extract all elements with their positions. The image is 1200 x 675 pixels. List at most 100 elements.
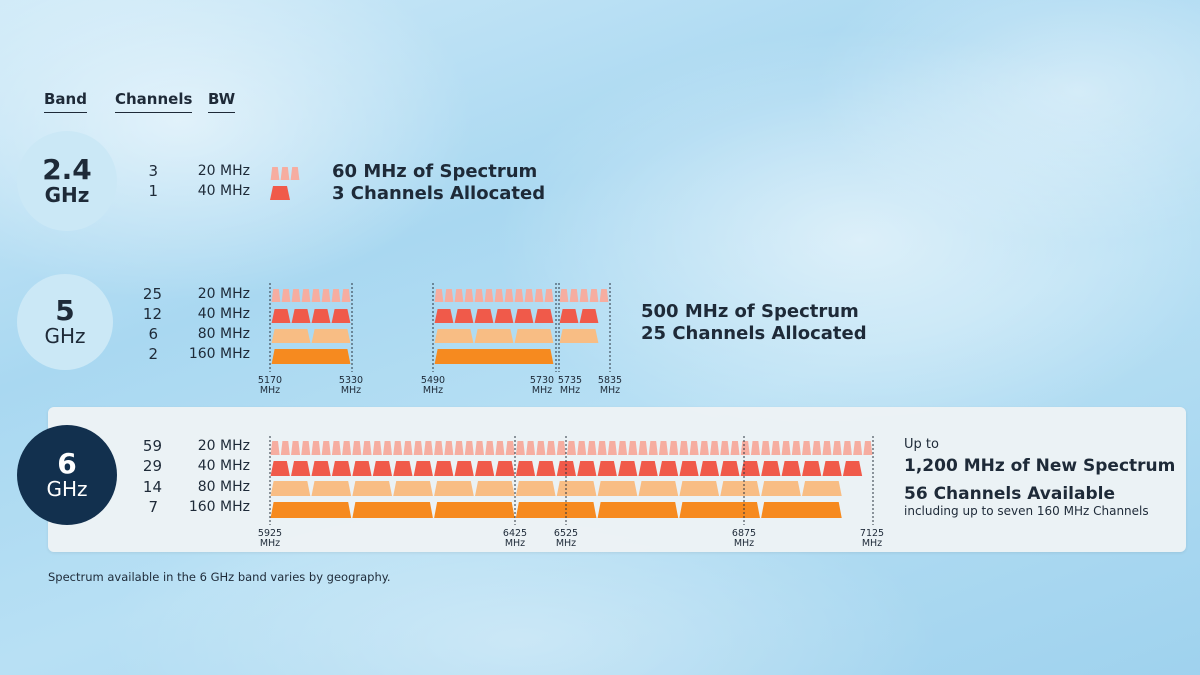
channel-20mhz xyxy=(311,289,321,302)
bw-label: 40 MHz xyxy=(197,306,250,322)
band-2-4-summary: 60 MHz of Spectrum 3 Channels Allocated xyxy=(332,161,546,204)
channel-20mhz xyxy=(280,441,290,455)
channel-160mhz xyxy=(434,349,554,364)
channel-40mhz xyxy=(658,461,679,476)
channel-20mhz xyxy=(464,441,474,455)
band-5-circle: 5 GHz xyxy=(17,274,113,370)
channel-20mhz xyxy=(569,289,579,302)
bw-label: 40 MHz xyxy=(197,458,250,474)
channel-20mhz xyxy=(484,289,494,302)
channel-20mhz xyxy=(699,441,709,455)
channel-20mhz xyxy=(504,289,514,302)
channel-20mhz xyxy=(720,441,730,455)
channel-160mhz xyxy=(270,502,352,518)
channel-20mhz xyxy=(494,289,504,302)
channel-20mhz xyxy=(475,441,485,455)
channel-20mhz xyxy=(526,441,536,455)
band-unit: GHz xyxy=(46,477,88,501)
band-unit: GHz xyxy=(44,324,86,348)
channel-160mhz xyxy=(515,502,597,518)
channel-count: 2 xyxy=(148,345,158,363)
channel-40mhz xyxy=(474,309,494,323)
channel-40mhz xyxy=(311,461,331,476)
channel-20mhz xyxy=(301,441,311,455)
channel-40mhz xyxy=(761,461,781,476)
freq-label: 5170 MHz xyxy=(257,375,283,396)
channel-40mhz xyxy=(679,461,699,476)
channel-20mhz xyxy=(434,441,444,455)
channel-count: 7 xyxy=(148,498,158,516)
channel-20mhz xyxy=(679,441,689,455)
channel-count: 1 xyxy=(148,182,158,200)
channel-40mhz xyxy=(311,309,331,323)
channel-20mhz xyxy=(556,441,566,455)
channel-20mhz xyxy=(321,289,331,302)
channel-20mhz xyxy=(271,289,281,302)
channel-20mhz xyxy=(270,167,280,180)
channel-20mhz xyxy=(546,441,556,455)
channel-20mhz xyxy=(658,441,668,455)
channel-40mhz xyxy=(559,309,579,323)
channel-40mhz xyxy=(434,309,454,323)
bw-label: 80 MHz xyxy=(197,479,250,495)
channel-20mhz xyxy=(628,441,638,455)
band-unit: GHz xyxy=(44,183,90,207)
channel-40mhz xyxy=(454,461,474,476)
channel-20mhz xyxy=(832,441,842,455)
freq-label: 5730 MHz xyxy=(529,375,555,396)
bw-label: 20 MHz xyxy=(197,286,250,302)
channel-40mhz xyxy=(454,309,474,323)
channel-20mhz xyxy=(579,289,589,302)
channel-80mhz xyxy=(597,481,638,496)
channel-80mhz xyxy=(559,329,599,343)
channel-20mhz xyxy=(505,441,515,455)
channel-20mhz xyxy=(536,441,546,455)
channel-40mhz xyxy=(781,461,801,476)
channel-20mhz xyxy=(669,441,679,455)
channel-20mhz xyxy=(281,289,291,302)
channel-20mhz xyxy=(290,167,300,180)
channel-20mhz xyxy=(270,441,280,455)
channel-40mhz xyxy=(270,461,290,476)
channel-20mhz xyxy=(372,441,382,455)
channel-count: 59 xyxy=(142,437,162,455)
bw-label: 40 MHz xyxy=(197,183,250,199)
channel-count: 25 xyxy=(142,285,162,303)
channel-20mhz xyxy=(863,441,873,455)
channel-80mhz xyxy=(311,481,352,496)
channel-20mhz xyxy=(781,441,791,455)
channel-20mhz xyxy=(454,441,464,455)
channel-20mhz xyxy=(383,441,393,455)
channel-40mhz xyxy=(802,461,822,476)
channel-20mhz xyxy=(812,441,822,455)
channel-20mhz xyxy=(589,289,599,302)
header-channels: Channels xyxy=(115,90,193,113)
channel-20mhz xyxy=(485,441,495,455)
channel-40mhz xyxy=(740,461,760,476)
channel-20mhz xyxy=(587,441,597,455)
channel-20mhz xyxy=(331,289,341,302)
band-number: 2.4 xyxy=(42,153,92,186)
channel-40mhz xyxy=(577,461,597,476)
channel-20mhz xyxy=(534,289,544,302)
channel-20mhz xyxy=(341,289,351,302)
channel-20mhz xyxy=(750,441,760,455)
footnote: Spectrum available in the 6 GHz band var… xyxy=(48,570,391,584)
freq-label: 5330 MHz xyxy=(338,375,364,396)
channel-40mhz xyxy=(579,309,599,323)
channel-20mhz xyxy=(403,441,413,455)
channel-20mhz xyxy=(802,441,812,455)
channel-80mhz xyxy=(761,481,801,496)
channel-40mhz xyxy=(842,461,863,476)
bw-label: 80 MHz xyxy=(197,326,250,342)
channel-160mhz xyxy=(352,502,433,518)
freq-label: 7125 MHz xyxy=(859,528,885,549)
channel-40mhz xyxy=(638,461,658,476)
freq-label: 6425 MHz xyxy=(502,528,528,549)
channel-20mhz xyxy=(301,289,311,302)
channel-20mhz xyxy=(524,289,534,302)
channel-160mhz xyxy=(597,502,679,518)
channel-40mhz xyxy=(331,309,351,323)
channel-20mhz xyxy=(618,441,628,455)
channel-40mhz xyxy=(515,461,536,476)
